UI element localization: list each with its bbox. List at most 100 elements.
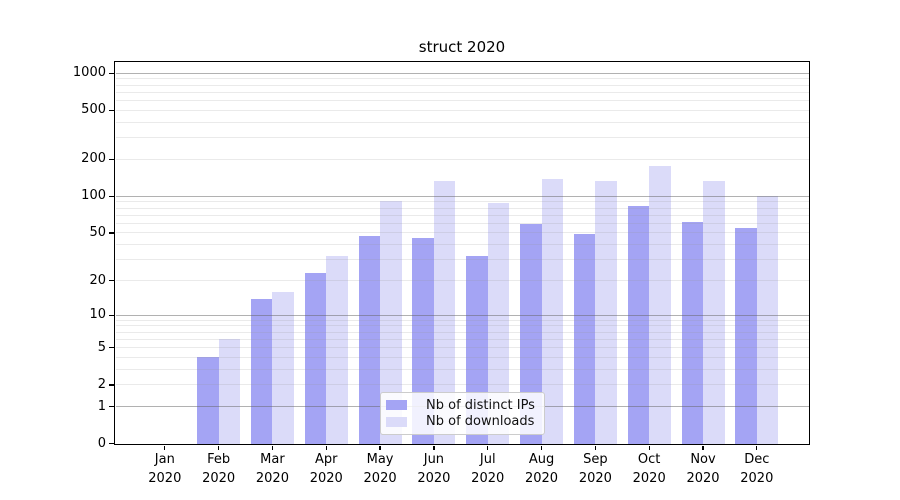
minor-gridline-3 — [115, 368, 809, 370]
minor-gridline-40 — [115, 244, 809, 246]
y-tick-label-0: 0 — [97, 435, 106, 451]
chart-title: struct 2020 — [418, 38, 506, 56]
minor-gridline-500 — [115, 109, 809, 111]
y-tick-label-2: 2 — [97, 376, 106, 392]
bar-oct-distinct-ips — [627, 206, 650, 444]
x-tick-label-jun: Jun 2020 — [417, 452, 451, 486]
minor-gridline-30 — [115, 259, 809, 261]
minor-gridline-200 — [115, 158, 809, 160]
minor-gridline-6 — [115, 338, 809, 340]
bar-jul-downloads — [487, 203, 510, 444]
y-tick-mark-2 — [109, 384, 114, 386]
y-tick-label-200: 200 — [81, 151, 106, 167]
x-tick-label-apr: Apr 2020 — [309, 452, 343, 486]
y-tick-label-100: 100 — [81, 188, 106, 204]
y-tick-mark-500 — [109, 109, 114, 112]
bar-sep-distinct-ips — [573, 233, 596, 444]
x-tick-mark-feb — [217, 445, 220, 450]
y-tick-mark-0 — [109, 443, 114, 445]
legend-label-downloads: Nb of downloads — [426, 414, 535, 430]
x-tick-label-jul: Jul 2020 — [471, 452, 505, 486]
x-tick-label-sep: Sep 2020 — [578, 452, 612, 486]
x-tick-mark-may — [379, 445, 381, 450]
legend-label-distinct-ips: Nb of distinct IPs — [426, 397, 535, 413]
x-tick-mark-jul — [487, 445, 489, 450]
minor-gridline-800 — [115, 84, 809, 86]
legend-swatch-downloads-icon — [386, 416, 407, 427]
bar-may-distinct-ips — [358, 236, 381, 444]
minor-gridline-20 — [115, 280, 809, 281]
bar-nov-downloads — [703, 181, 725, 444]
legend-swatch-distinct-ips-icon — [386, 400, 407, 411]
bar-mar-downloads — [272, 291, 294, 444]
bar-apr-distinct-ips — [304, 273, 327, 444]
minor-gridline-60 — [115, 222, 809, 224]
major-gridline-10 — [115, 314, 809, 316]
minor-gridline-2 — [115, 384, 809, 386]
x-tick-mark-oct — [648, 445, 650, 450]
legend-item-distinct-ips: Nb of distinct IPs — [386, 397, 538, 414]
y-tick-mark-10 — [109, 314, 114, 316]
x-tick-label-dec: Dec 2020 — [740, 452, 774, 486]
minor-gridline-50 — [115, 232, 809, 234]
x-tick-mark-aug — [540, 445, 543, 450]
minor-gridline-400 — [115, 121, 809, 123]
x-tick-label-oct: Oct 2020 — [632, 452, 666, 486]
minor-gridline-9 — [115, 319, 809, 321]
major-gridline-100 — [115, 195, 809, 197]
y-tick-mark-100 — [109, 195, 114, 197]
minor-gridline-5 — [115, 347, 809, 349]
minor-gridline-900 — [115, 78, 809, 80]
bar-jun-downloads — [433, 181, 456, 444]
minor-gridline-8 — [115, 325, 809, 327]
y-tick-mark-1 — [109, 405, 114, 408]
minor-gridline-70 — [115, 214, 809, 216]
bar-apr-downloads — [326, 256, 348, 444]
y-tick-mark-50 — [109, 232, 114, 234]
y-tick-mark-200 — [109, 158, 114, 160]
bar-sep-downloads — [595, 181, 617, 444]
y-tick-label-20: 20 — [89, 272, 106, 288]
y-tick-label-1000: 1000 — [72, 65, 106, 81]
x-tick-mark-nov — [702, 445, 704, 450]
x-tick-label-feb: Feb 2020 — [202, 452, 236, 486]
minor-gridline-700 — [115, 91, 809, 93]
minor-gridline-7 — [115, 331, 809, 333]
x-tick-label-may: May 2020 — [363, 452, 397, 486]
bar-oct-downloads — [649, 166, 671, 444]
bar-mar-distinct-ips — [250, 298, 273, 444]
minor-gridline-80 — [115, 207, 809, 209]
y-tick-mark-20 — [109, 279, 114, 282]
bar-nov-distinct-ips — [681, 222, 703, 444]
bar-aug-downloads — [541, 178, 564, 444]
x-tick-label-mar: Mar 2020 — [255, 452, 289, 486]
legend: Nb of distinct IPs Nb of downloads — [380, 392, 545, 435]
y-tick-label-500: 500 — [81, 102, 106, 118]
minor-gridline-600 — [115, 100, 809, 102]
x-tick-mark-mar — [271, 445, 274, 450]
x-tick-mark-apr — [325, 445, 327, 450]
x-tick-mark-sep — [594, 445, 596, 450]
x-tick-mark-jan — [164, 445, 166, 450]
y-tick-label-50: 50 — [89, 224, 106, 240]
y-tick-label-5: 5 — [97, 339, 106, 355]
y-tick-label-10: 10 — [89, 307, 106, 323]
bar-dec-downloads — [756, 196, 779, 444]
bar-dec-distinct-ips — [735, 227, 757, 444]
bar-aug-distinct-ips — [520, 224, 542, 444]
y-tick-mark-1000 — [109, 72, 114, 74]
minor-gridline-300 — [115, 137, 809, 139]
x-tick-mark-jun — [433, 445, 435, 450]
y-tick-label-1: 1 — [97, 398, 106, 414]
bar-may-downloads — [380, 200, 402, 444]
bar-feb-downloads — [218, 339, 241, 444]
minor-gridline-90 — [115, 201, 809, 203]
major-gridline-1000 — [115, 72, 809, 74]
legend-item-downloads: Nb of downloads — [386, 414, 538, 431]
x-tick-mark-dec — [756, 445, 758, 450]
minor-gridline-4 — [115, 356, 809, 358]
x-tick-label-jan: Jan 2020 — [148, 452, 182, 486]
